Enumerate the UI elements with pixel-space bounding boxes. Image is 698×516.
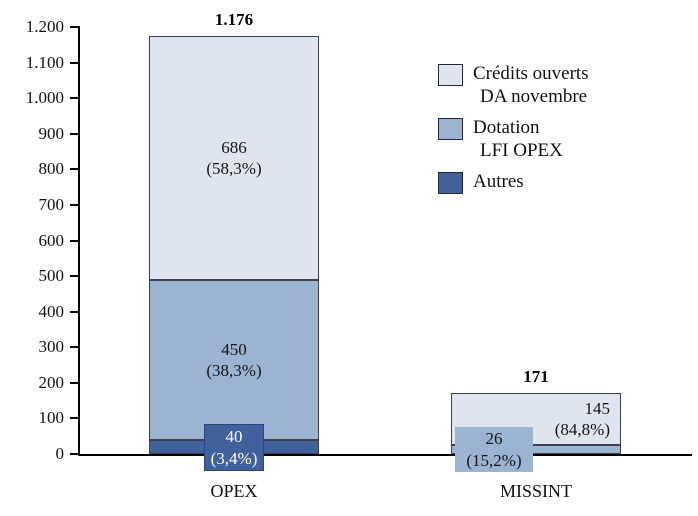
y-axis-tick-label: 700 (38, 194, 65, 214)
y-axis-tick (70, 417, 80, 420)
y-axis-tick-label: 1.200 (25, 17, 64, 36)
legend-label: Dotation LFI OPEX (473, 116, 563, 162)
value-label: (84,8%) (554, 419, 610, 439)
segment-callout: 26 (15,2%) (455, 427, 533, 472)
bar-segment: 450 (38,3%) (149, 279, 319, 440)
value-label: (3,4%) (210, 448, 258, 468)
value-label: 145 (584, 398, 611, 418)
legend-label: Autres (473, 170, 524, 193)
y-axis-tick (70, 97, 80, 100)
y-axis-tick-label: 400 (38, 301, 65, 321)
plot-area: 0 100 200 300 400 500 600 700 800 900 1.000 1.100 1.… (26, 10, 692, 501)
y-axis-tick-label: 600 (38, 230, 65, 250)
legend: Crédits ouverts DA novembre Dotation LFI OP… (438, 62, 589, 202)
legend-swatch-dotation (438, 118, 463, 140)
y-axis-tick-label: 1.000 (25, 88, 64, 108)
y-axis-tick-label: 900 (38, 123, 65, 143)
y-axis-tick (70, 61, 80, 64)
legend-label-line: LFI OPEX (480, 140, 563, 161)
y-axis-tick (70, 310, 80, 313)
value-label: (58,3%) (206, 158, 262, 178)
legend-swatch-autres (438, 172, 463, 194)
bar-segment: 686 (58,3%) (149, 35, 319, 280)
x-axis-category-label: MISSINT (499, 481, 572, 501)
y-axis-tick (70, 346, 80, 349)
y-axis-tick-label: 500 (38, 266, 65, 286)
legend-label-line: Autres (473, 171, 524, 192)
y-axis-tick (70, 203, 80, 206)
y-axis-tick-label: 200 (38, 372, 65, 392)
y-axis-tick-label: 0 (55, 444, 65, 463)
bar-total-label: 171 (523, 367, 549, 387)
bar-total-label: 1.176 (214, 9, 254, 29)
value-label: (38,3%) (206, 360, 262, 380)
y-axis-tick-label: 1.100 (25, 52, 64, 72)
legend-label-line: Dotation (473, 117, 540, 138)
segment-callout: 40 (3,4%) (204, 424, 264, 471)
y-axis-tick (70, 168, 80, 171)
legend-item-autres: Autres (438, 170, 589, 194)
y-axis-tick (70, 275, 80, 278)
y-axis-tick (70, 453, 80, 455)
legend-label: Crédits ouverts DA novembre (473, 62, 589, 108)
y-axis-tick (70, 239, 80, 242)
y-axis-tick-label: 100 (38, 408, 65, 428)
legend-swatch-credits (438, 64, 463, 86)
value-label: 40 (225, 426, 243, 446)
value-label: 26 (485, 428, 503, 448)
y-axis-tick-label: 800 (38, 159, 65, 179)
legend-item-credits: Crédits ouverts DA novembre (438, 62, 589, 108)
legend-item-dotation: Dotation LFI OPEX (438, 116, 589, 162)
value-label: 686 (221, 137, 247, 157)
y-axis-tick (70, 132, 80, 135)
bar-segment (451, 444, 621, 454)
y-axis-tick-label: 300 (38, 337, 65, 357)
legend-label-line: DA novembre (480, 86, 588, 107)
legend-label-line: Crédits ouverts (473, 63, 589, 84)
y-axis-tick (70, 26, 80, 28)
value-label: 450 (221, 339, 247, 359)
y-axis-tick (70, 381, 80, 384)
value-label: (15,2%) (466, 450, 522, 470)
x-axis-category-label: OPEX (210, 481, 258, 501)
